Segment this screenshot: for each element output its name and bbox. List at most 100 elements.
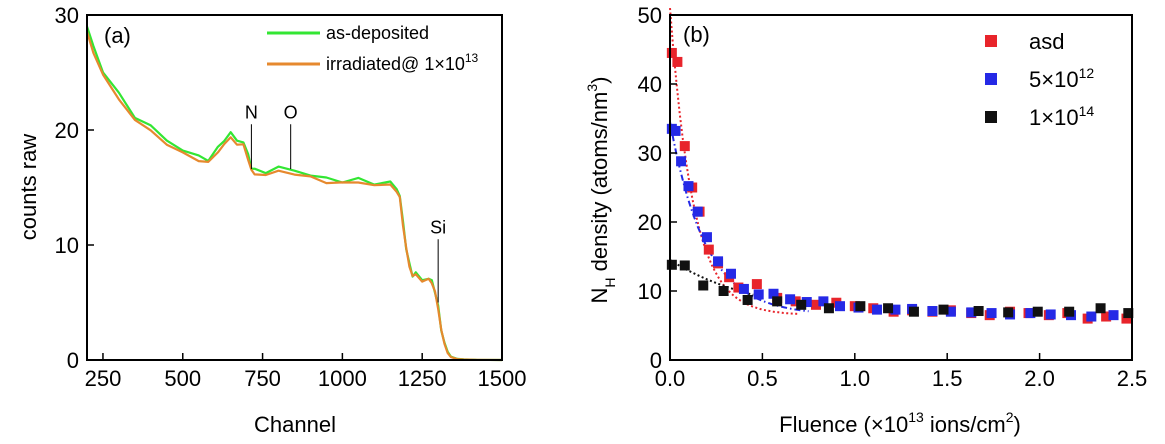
y-tick-label: 0 — [67, 348, 79, 373]
data-point-series-2 — [823, 303, 834, 314]
data-point-series-1 — [753, 289, 764, 300]
y-tick-label: 50 — [638, 3, 662, 28]
panel-a-ticks: 250 500 750 1000 1250 1500 0 10 20 30 — [55, 3, 527, 391]
data-point-series-1 — [945, 306, 956, 317]
panel-a-frame — [86, 14, 503, 361]
data-point-series-0 — [703, 244, 714, 255]
data-point-series-0 — [1121, 313, 1132, 324]
legend-label-series-1: 5×1012 — [1029, 65, 1094, 92]
y-tick-label: 20 — [638, 210, 662, 235]
legend-swatch-series-0 — [985, 35, 997, 47]
data-point-series-1 — [701, 232, 712, 243]
data-point-series-1 — [871, 304, 882, 315]
series-line-as-deposited — [85, 26, 503, 362]
x-tick-label: 1.5 — [932, 366, 963, 391]
data-point-series-1 — [818, 296, 829, 307]
legend-label-series-2: 1×1014 — [1029, 103, 1094, 130]
panel-a-plot-area — [85, 26, 503, 362]
panel-a-y-axis-title: counts raw — [16, 134, 41, 240]
x-tick-label: 0.5 — [747, 366, 778, 391]
data-point-series-2 — [1032, 306, 1043, 317]
data-point-series-1 — [670, 125, 681, 136]
x-tick-label: 1.0 — [840, 366, 871, 391]
data-point-series-1 — [676, 156, 687, 167]
data-point-series-1 — [725, 268, 736, 279]
legend-swatch-series-2 — [985, 111, 997, 123]
panel-a-legend: as-deposited irradiated@ 1×1013 — [267, 23, 479, 74]
data-point-series-1 — [683, 181, 694, 192]
data-point-series-0 — [672, 56, 683, 67]
panel-a-label: (a) — [104, 23, 131, 48]
data-point-series-1 — [785, 294, 796, 305]
data-point-series-1 — [801, 297, 812, 308]
panel-b-y-axis-title: NH density (atoms/nm3) — [584, 77, 618, 304]
data-point-series-0 — [733, 282, 744, 293]
data-point-series-2 — [973, 306, 984, 317]
data-point-series-2 — [796, 299, 807, 310]
data-point-series-0 — [1101, 311, 1112, 322]
data-point-series-0 — [751, 279, 762, 290]
series-line-irradiated — [85, 31, 503, 362]
y-tick-label: 10 — [638, 279, 662, 304]
data-point-series-1 — [692, 206, 703, 217]
data-point-series-2 — [666, 259, 677, 270]
data-point-series-1 — [1045, 309, 1056, 320]
data-point-series-2 — [883, 303, 894, 314]
data-point-series-1 — [738, 283, 749, 294]
y-tick-label: 40 — [638, 72, 662, 97]
x-tick-label: 1500 — [478, 366, 527, 391]
data-point-series-0 — [666, 47, 677, 58]
legend-label-series-0: asd — [1029, 29, 1064, 54]
data-point-series-2 — [938, 304, 949, 315]
data-point-series-2 — [1123, 308, 1134, 319]
data-point-series-2 — [718, 286, 729, 296]
data-point-series-0 — [679, 141, 690, 152]
data-point-series-2 — [698, 280, 709, 291]
data-point-series-1 — [986, 308, 997, 319]
x-tick-label: 0.0 — [655, 366, 686, 391]
panel-b-chart: 0.0 0.5 1.0 1.5 2.0 2.5 0 10 20 30 40 50 (b) asd 5×1… — [584, 3, 1147, 437]
data-point-series-1 — [1025, 308, 1036, 319]
annotation-label-n: N — [245, 102, 258, 122]
data-point-series-1 — [966, 307, 977, 318]
fit-curve-0 — [669, 8, 800, 315]
panel-b-ticks: 0.0 0.5 1.0 1.5 2.0 2.5 0 10 20 30 40 50 — [638, 3, 1148, 391]
x-tick-label: 1250 — [398, 366, 447, 391]
y-tick-label: 30 — [55, 3, 79, 28]
x-tick-label: 250 — [85, 366, 122, 391]
panel-a-chart: 250 500 750 1000 1250 1500 0 10 20 30 (a) as-depo… — [16, 3, 526, 437]
y-tick-label: 0 — [650, 348, 662, 373]
y-tick-label: 20 — [55, 118, 79, 143]
annotation-label-o: O — [284, 102, 298, 122]
panel-a-annotations: N O Si — [245, 102, 446, 303]
y-tick-label: 30 — [638, 141, 662, 166]
panel-b-x-axis-title: Fluence (×1013 ions/cm2) — [779, 409, 1021, 437]
data-point-series-2 — [679, 260, 690, 271]
data-point-series-1 — [890, 304, 901, 315]
fit-curve-2 — [669, 259, 754, 296]
data-point-series-2 — [1064, 306, 1075, 317]
data-point-series-2 — [1095, 303, 1106, 314]
legend-label-irradiated: irradiated@ 1×1013 — [326, 51, 479, 74]
data-point-series-2 — [1003, 307, 1014, 318]
data-point-series-1 — [927, 306, 938, 317]
data-point-series-1 — [1086, 311, 1097, 322]
data-point-series-2 — [855, 301, 866, 312]
data-point-series-1 — [1108, 310, 1119, 321]
panel-a-x-axis-title: Channel — [254, 412, 336, 437]
panel-b-legend: asd 5×1012 1×1014 — [985, 29, 1094, 130]
data-point-series-1 — [713, 256, 724, 267]
x-tick-label: 750 — [244, 366, 281, 391]
x-tick-label: 2.0 — [1024, 366, 1055, 391]
data-point-series-0 — [810, 299, 821, 310]
panel-b-label: (b) — [683, 22, 710, 47]
data-point-series-2 — [742, 294, 753, 305]
x-tick-label: 500 — [164, 366, 201, 391]
legend-label-as-deposited: as-deposited — [326, 23, 429, 43]
data-point-series-0 — [790, 296, 801, 307]
data-point-series-2 — [772, 296, 783, 307]
data-point-series-1 — [835, 301, 846, 312]
y-tick-label: 10 — [55, 233, 79, 258]
x-tick-label: 2.5 — [1117, 366, 1148, 391]
